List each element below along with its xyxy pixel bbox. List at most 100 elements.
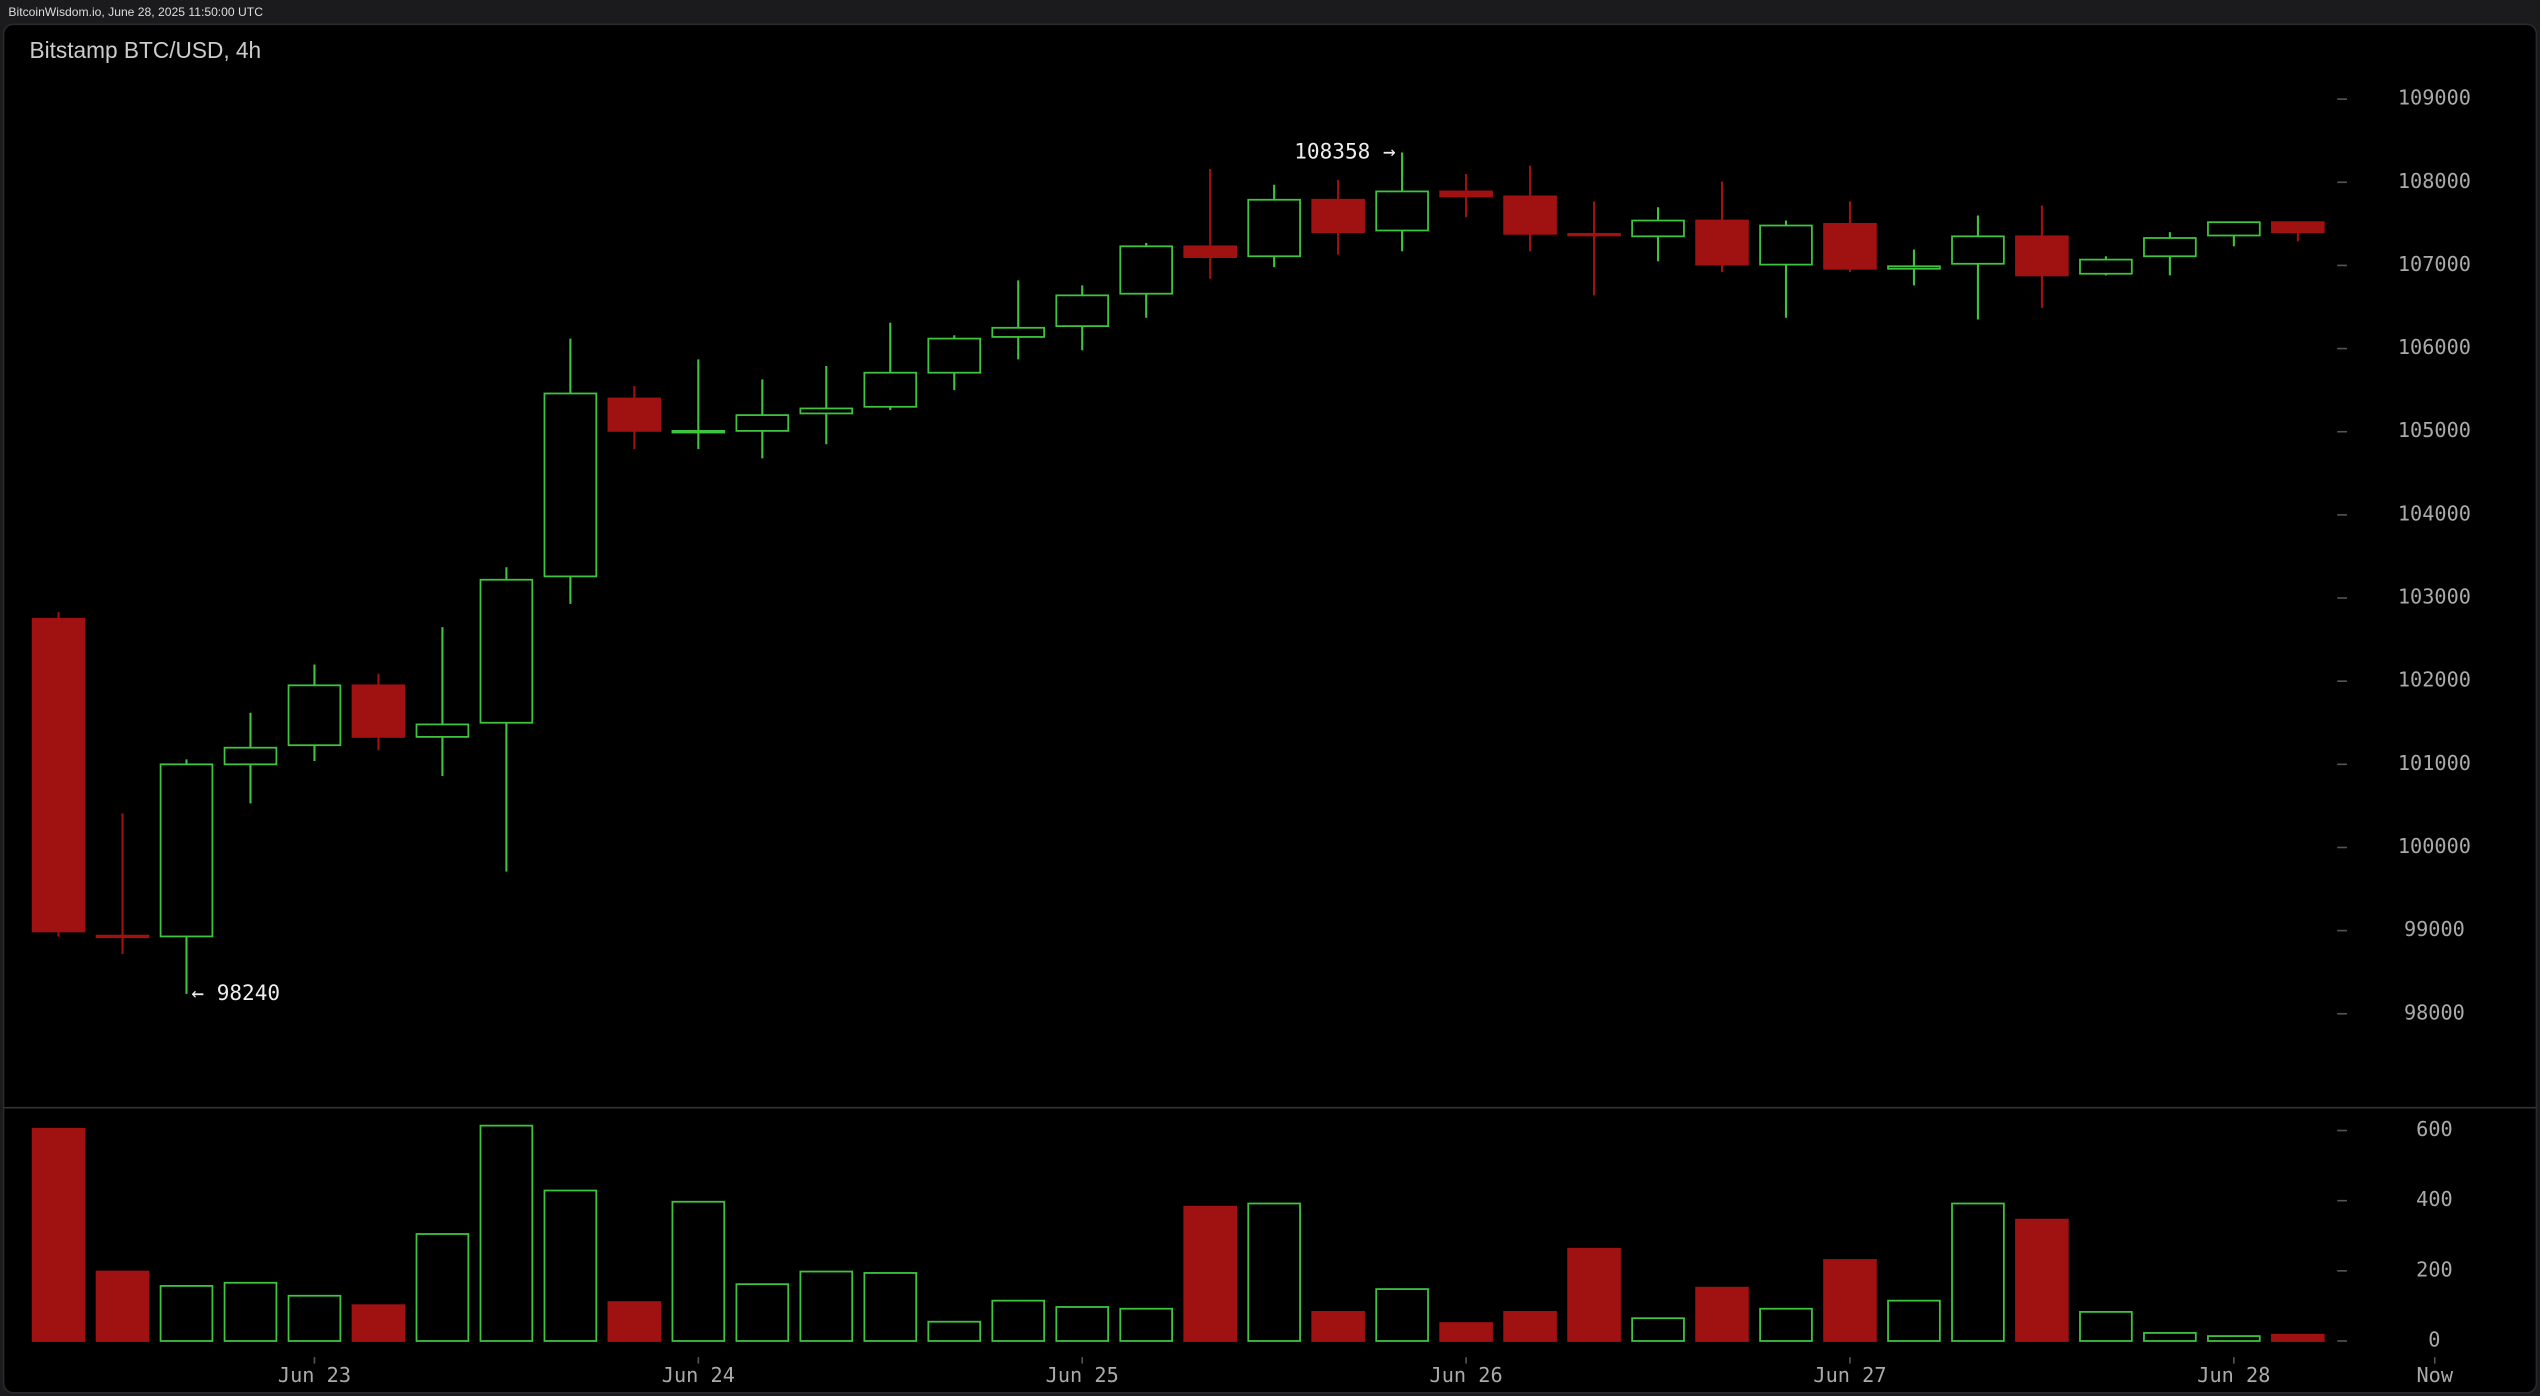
candle-body	[1695, 219, 1749, 266]
volume-bar	[991, 1299, 1046, 1342]
candle-body	[2271, 221, 2325, 234]
candle-body	[991, 326, 1046, 338]
volume-bar	[799, 1270, 854, 1342]
candle-body	[927, 337, 982, 374]
candle-body	[1631, 219, 1685, 238]
candle-body	[543, 392, 598, 578]
y-tick-label: 108000	[2398, 169, 2471, 193]
volume-bar	[2015, 1218, 2069, 1342]
volume-bar	[95, 1270, 150, 1342]
volume-bar	[1695, 1286, 1749, 1342]
candle-body	[1823, 222, 1877, 270]
candle-body	[607, 397, 662, 432]
candle-body	[1503, 195, 1557, 235]
candle-body	[1951, 235, 2005, 265]
candle-body	[1887, 265, 1941, 270]
volume-bar	[1375, 1288, 1429, 1342]
volume-bar	[479, 1124, 534, 1342]
volume-bar	[927, 1320, 982, 1342]
x-tick-label: Jun 25	[1046, 1363, 1119, 1387]
candle-body	[95, 934, 150, 939]
volume-bar	[1119, 1307, 1174, 1342]
candle-body	[31, 617, 86, 933]
y-tick-label: 101000	[2398, 751, 2471, 775]
y-tick-label: 99000	[2404, 917, 2465, 941]
volume-bar	[1887, 1299, 1941, 1342]
volume-bar	[351, 1304, 406, 1342]
candle-body	[1759, 224, 1813, 266]
volume-bar	[31, 1127, 86, 1342]
volume-bar	[1951, 1202, 2005, 1342]
volume-bar	[671, 1200, 726, 1342]
x-tick-label: Jun 27	[1813, 1363, 1886, 1387]
y-tick-label: 98000	[2404, 1000, 2465, 1024]
volume-bar	[2079, 1310, 2133, 1342]
candle-body	[2207, 221, 2261, 237]
y-tick-label: 106000	[2398, 335, 2471, 359]
volume-bar	[1247, 1202, 1301, 1342]
candle-body	[1119, 245, 1174, 295]
candle-body	[799, 407, 854, 415]
volume-bar	[1503, 1310, 1557, 1342]
y-tick-label: 104000	[2398, 501, 2471, 525]
annotation: 108358 →	[1294, 139, 1395, 164]
candle-body	[159, 763, 214, 938]
candle-body	[1567, 232, 1621, 237]
candle-body	[1311, 198, 1365, 234]
y-tick-label: 109000	[2398, 86, 2471, 110]
x-tick-label: Jun 24	[662, 1363, 735, 1387]
candle-body	[287, 684, 342, 747]
candle-body	[735, 414, 790, 432]
candle-body	[1247, 198, 1301, 258]
y-tick-label: 102000	[2398, 668, 2471, 692]
x-tick-label: Jun 28	[2197, 1363, 2270, 1387]
candle-body	[223, 746, 278, 766]
header: BitcoinWisdom.io, June 28, 2025 11:50:00…	[8, 5, 263, 19]
volume-bar	[607, 1301, 662, 1342]
candle-body	[1183, 245, 1237, 259]
annotation: ← 98240	[191, 980, 280, 1005]
y-tick-label: 200	[2416, 1257, 2453, 1281]
volume-bar	[159, 1285, 214, 1342]
x-tick-label: Jun 26	[1430, 1363, 1503, 1387]
x-tick-label: Jun 23	[278, 1363, 351, 1387]
volume-bar	[1055, 1306, 1110, 1342]
candle-body	[415, 723, 470, 738]
volume-bar	[1631, 1317, 1685, 1342]
volume-bar	[863, 1272, 918, 1342]
y-tick-label: 100000	[2398, 834, 2471, 858]
volume-bar	[1183, 1205, 1237, 1342]
volume-bar	[1311, 1310, 1365, 1342]
chart-panel	[2, 23, 2538, 1394]
y-tick-label: 0	[2428, 1327, 2440, 1351]
volume-bar	[1567, 1247, 1621, 1342]
volume-bar	[287, 1294, 342, 1342]
volume-bar	[2143, 1332, 2197, 1342]
volume-bar	[1439, 1322, 1493, 1342]
x-tick-label: Now	[2416, 1363, 2453, 1387]
volume-bar	[223, 1281, 278, 1342]
candle-body	[351, 684, 406, 738]
volume-bar	[735, 1283, 790, 1342]
candle-body	[1375, 190, 1429, 232]
volume-bar	[1823, 1259, 1877, 1342]
candle-body	[671, 430, 726, 434]
candle-body	[2015, 235, 2069, 277]
y-tick-label: 107000	[2398, 252, 2471, 276]
candle-body	[479, 578, 534, 724]
volume-bar	[1759, 1307, 1813, 1342]
volume-bar	[2207, 1335, 2261, 1342]
candle-body	[1439, 190, 1493, 198]
candle-body	[863, 371, 918, 408]
y-tick-label: 103000	[2398, 585, 2471, 609]
y-tick-label: 600	[2416, 1117, 2453, 1141]
y-tick-label: 105000	[2398, 418, 2471, 442]
volume-bar	[2271, 1333, 2325, 1342]
volume-bar	[415, 1233, 470, 1342]
y-tick-label: 400	[2416, 1187, 2453, 1211]
chart-title: Bitstamp BTC/USD, 4h	[29, 37, 261, 63]
candle-body	[1055, 294, 1110, 328]
candle-body	[2143, 237, 2197, 258]
